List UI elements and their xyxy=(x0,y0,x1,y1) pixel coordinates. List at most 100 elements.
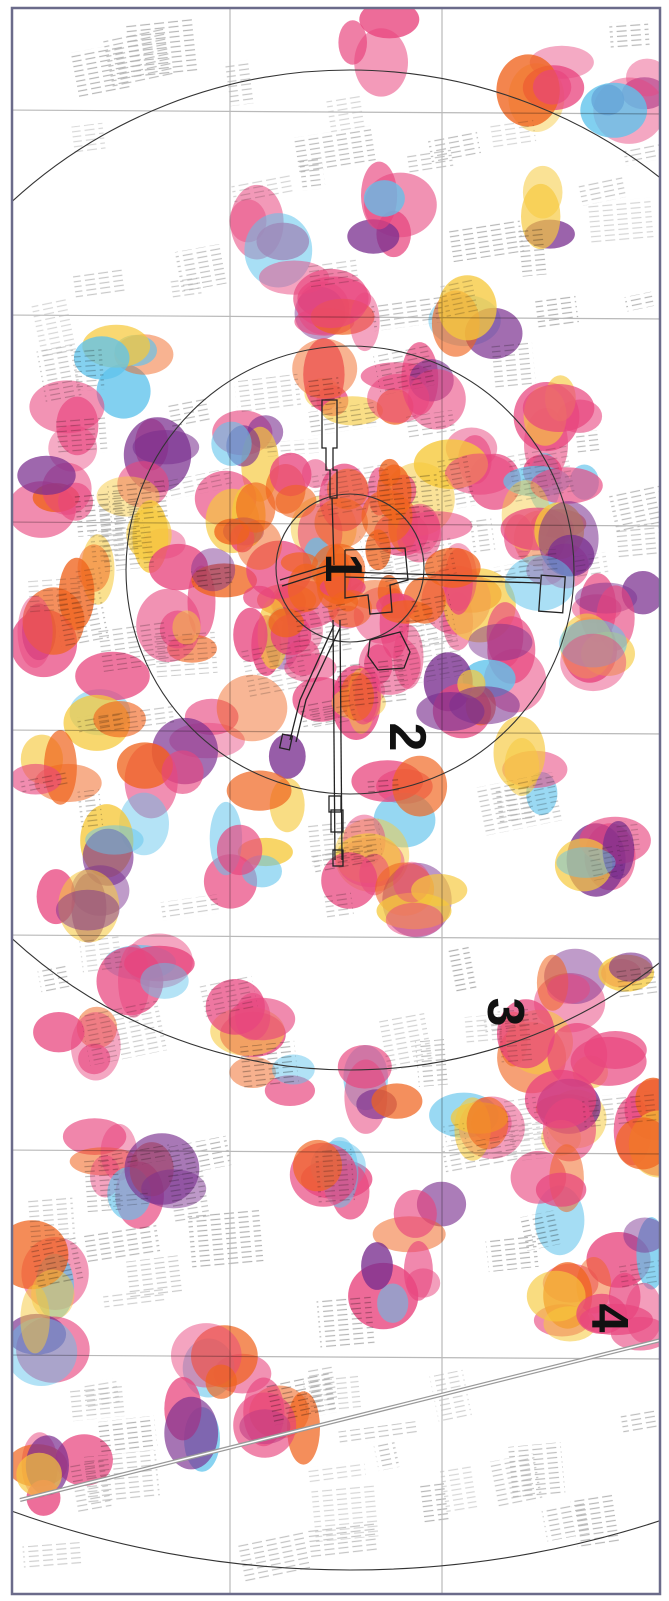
density-blob xyxy=(20,1284,50,1354)
density-blob xyxy=(377,1283,409,1323)
building-hatch xyxy=(37,964,70,995)
density-blob xyxy=(411,874,468,907)
site-label-2: 2 xyxy=(378,723,436,752)
building-hatch xyxy=(72,267,125,299)
building-hatch xyxy=(94,1415,158,1457)
diag-end xyxy=(278,733,294,751)
density-blob-core xyxy=(233,607,268,663)
density-blob xyxy=(466,1097,509,1150)
density-blob-core xyxy=(381,600,433,624)
diag-arm xyxy=(289,624,335,741)
density-blob xyxy=(526,1270,586,1322)
building-hatch xyxy=(540,1499,591,1542)
density-blob xyxy=(55,889,120,931)
density-blob xyxy=(468,623,533,661)
building-hatch xyxy=(608,478,660,534)
building-hatch xyxy=(102,1286,165,1308)
density-blob xyxy=(73,336,130,380)
building-hatch xyxy=(622,136,660,166)
building-hatch xyxy=(311,1485,380,1543)
density-blob xyxy=(17,595,53,668)
density-blob xyxy=(293,268,369,329)
density-blob xyxy=(444,453,515,495)
density-blob xyxy=(33,1011,85,1053)
road-line xyxy=(19,1338,660,1502)
building-hatch xyxy=(485,1235,539,1273)
building-hatch xyxy=(160,894,220,921)
density-blob xyxy=(493,716,546,790)
density-blob xyxy=(337,1045,392,1089)
building-hatch xyxy=(620,1408,658,1435)
building-hatch xyxy=(587,197,654,244)
map-frame xyxy=(10,6,662,1596)
density-blob xyxy=(140,962,189,999)
density-blob-core xyxy=(361,489,413,543)
building-hatch xyxy=(174,243,230,292)
density-blob-core xyxy=(243,585,276,609)
building-hatch xyxy=(292,125,376,174)
building-hatch xyxy=(578,174,627,207)
center-block xyxy=(344,547,409,615)
density-blob xyxy=(615,1117,660,1170)
density-blob xyxy=(211,421,252,466)
density-blob xyxy=(371,1083,423,1119)
density-blob xyxy=(535,1172,587,1207)
density-blob xyxy=(216,674,288,742)
west-arm-2 xyxy=(281,571,327,587)
building-hatch xyxy=(305,1460,367,1485)
density-blob xyxy=(292,338,358,399)
density-blob xyxy=(403,1241,433,1301)
density-blob xyxy=(55,1434,113,1486)
density-blob xyxy=(93,701,146,738)
site-label-4: 4 xyxy=(580,1304,638,1333)
density-blob xyxy=(233,1392,297,1458)
density-blob xyxy=(268,734,306,779)
density-blob xyxy=(85,825,144,855)
density-blobs xyxy=(12,8,660,1516)
density-blob xyxy=(385,902,444,937)
density-blob xyxy=(449,686,520,725)
building-hatch xyxy=(125,1255,184,1300)
density-blob-core xyxy=(323,544,350,601)
building-hatch xyxy=(233,373,302,415)
density-blob-core xyxy=(275,484,317,519)
density-blob xyxy=(363,180,405,217)
building-hatch xyxy=(235,1530,311,1583)
density-blob-core xyxy=(314,497,368,548)
central-structure xyxy=(278,399,566,867)
density-blob xyxy=(626,58,660,97)
density-blob-core xyxy=(424,547,481,588)
density-blob xyxy=(226,770,292,811)
spine-south-1 xyxy=(332,619,336,861)
density-blob-core xyxy=(235,482,276,533)
site-label-3: 3 xyxy=(476,998,534,1027)
east-building xyxy=(538,574,566,614)
density-blob xyxy=(524,1069,597,1129)
building-hatch xyxy=(31,297,80,358)
density-blob xyxy=(522,384,595,432)
ring-outer xyxy=(12,69,660,1071)
building-hatch xyxy=(487,1453,543,1510)
density-blob-core xyxy=(340,672,374,721)
ring-middle xyxy=(125,345,575,795)
east-arm xyxy=(344,571,541,579)
density-blob xyxy=(228,997,296,1041)
building-hatch xyxy=(439,1464,478,1514)
south-block-2 xyxy=(330,809,344,833)
density-blob xyxy=(354,28,408,97)
density-blob xyxy=(530,467,603,504)
density-blob xyxy=(161,750,204,794)
site-labels: 1 2 3 4 xyxy=(314,554,638,1333)
building-hatch xyxy=(187,1209,264,1269)
spine-north xyxy=(331,497,335,566)
density-blob xyxy=(608,952,653,982)
density-blob-core xyxy=(379,458,401,487)
site-label-1: 1 xyxy=(314,554,372,583)
building-hatch xyxy=(224,59,255,107)
density-blob-core xyxy=(268,608,305,638)
building-hatch xyxy=(448,217,525,263)
building-hatch xyxy=(464,1013,503,1046)
building-hatch xyxy=(71,122,106,153)
